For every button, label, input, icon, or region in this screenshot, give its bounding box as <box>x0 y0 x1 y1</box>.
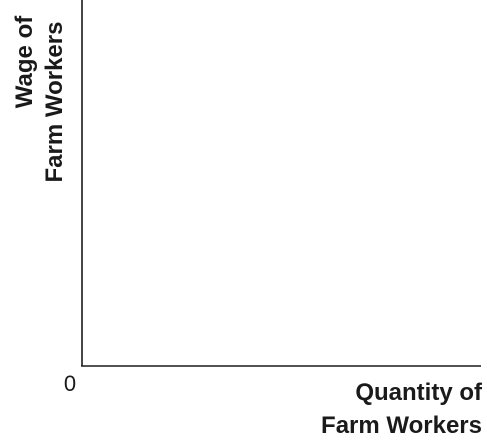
x-axis-title-line-2: Farm Workers <box>321 412 482 439</box>
y-axis-title-line-1: Wage of <box>11 15 38 108</box>
origin-label: 0 <box>64 371 76 396</box>
y-axis-title-line-2: Farm Workers <box>41 22 68 183</box>
x-axis-title-line-1: Quantity of <box>355 379 483 406</box>
